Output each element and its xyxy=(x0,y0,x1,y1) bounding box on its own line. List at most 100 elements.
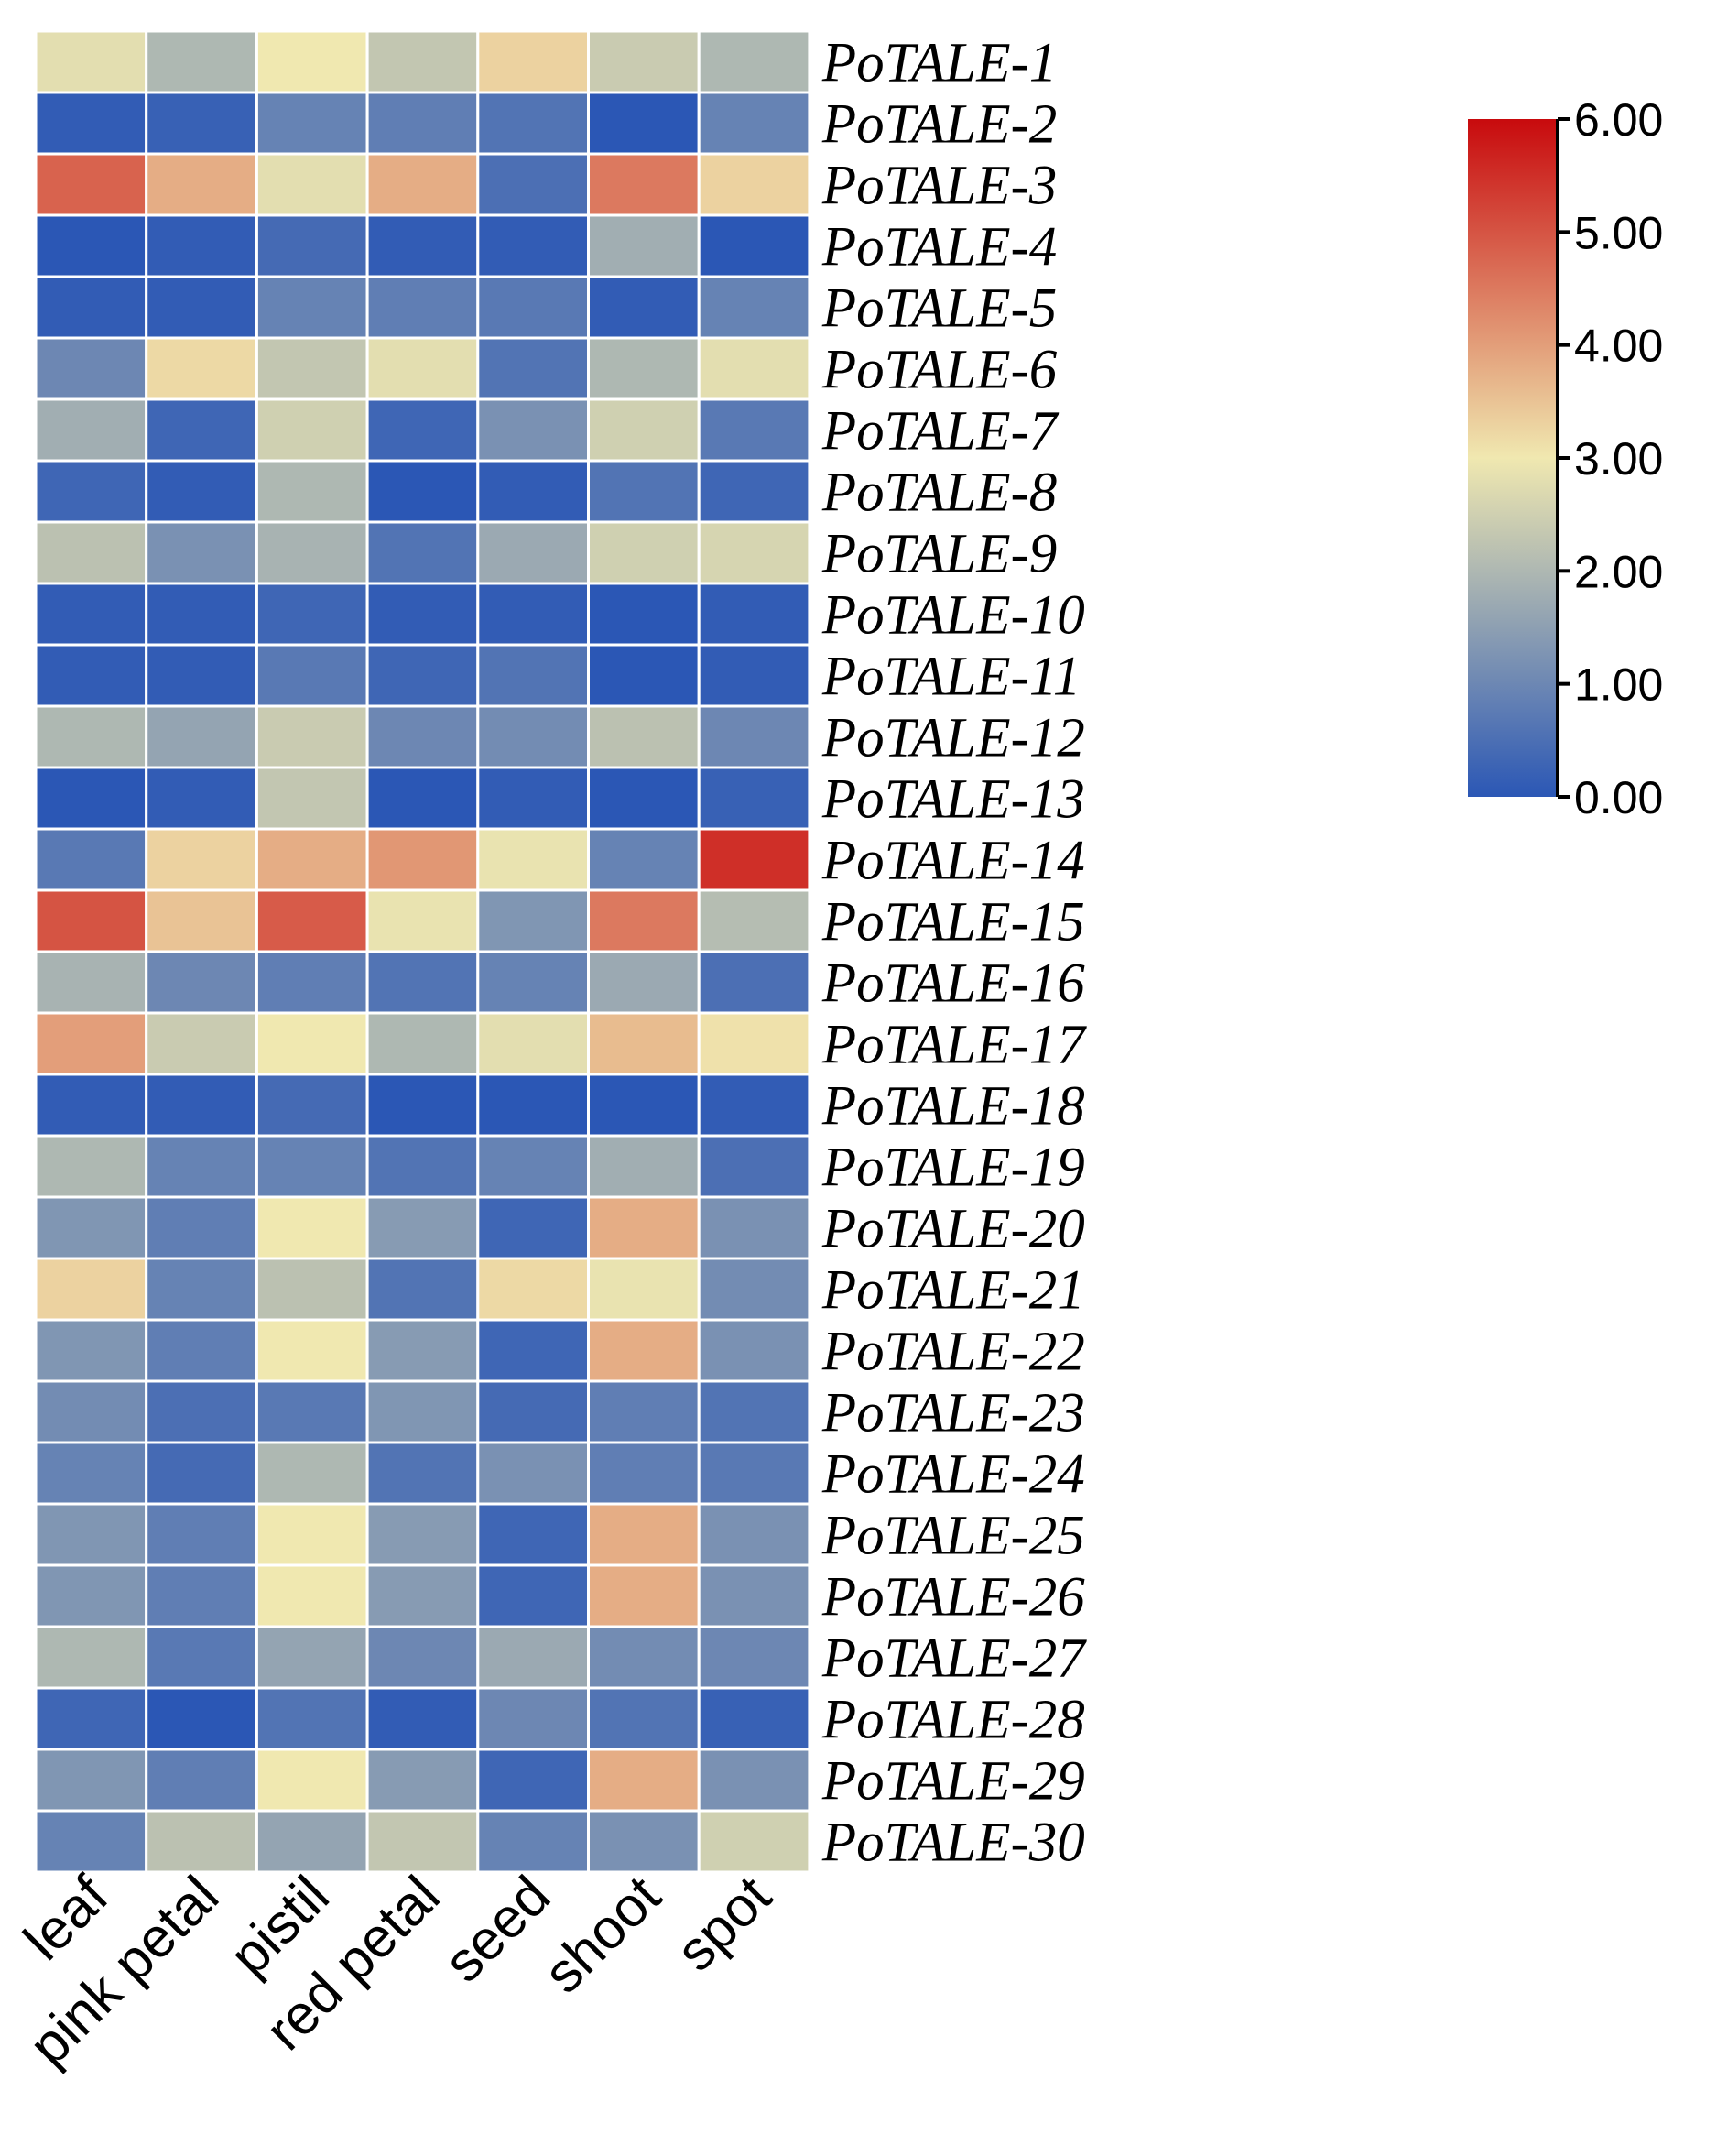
heatmap-cell xyxy=(697,766,811,831)
heatmap-cell xyxy=(476,1195,590,1260)
heatmap-cell xyxy=(34,827,148,892)
heatmap-cell xyxy=(365,1563,480,1628)
heatmap-cell xyxy=(476,459,590,524)
heatmap-cell xyxy=(476,152,590,217)
heatmap-cell xyxy=(145,152,258,217)
heatmap-cell xyxy=(587,1502,701,1567)
heatmap-cell xyxy=(365,1134,480,1199)
row-label: PoTALE-20 xyxy=(821,1199,1085,1260)
heatmap-cell xyxy=(145,1073,258,1138)
heatmap-cell xyxy=(145,1686,258,1751)
row-label: PoTALE-11 xyxy=(821,647,1081,708)
colorbar-tick-label: 1.00 xyxy=(1574,659,1663,711)
heatmap-cell xyxy=(365,582,480,647)
heatmap-cell xyxy=(34,29,148,94)
heatmap-cell xyxy=(255,275,369,340)
heatmap-cell xyxy=(255,1563,369,1628)
heatmap-cell xyxy=(476,766,590,831)
heatmap-cell xyxy=(697,29,811,94)
row-labels: PoTALE-1PoTALE-2PoTALE-3PoTALE-4PoTALE-5… xyxy=(821,33,1087,1874)
heatmap-cell xyxy=(34,950,148,1015)
heatmap-cell xyxy=(697,888,811,953)
heatmap-cell xyxy=(587,459,701,524)
heatmap-cell xyxy=(697,275,811,340)
row-label: PoTALE-16 xyxy=(821,953,1085,1015)
row-label: PoTALE-7 xyxy=(821,401,1060,463)
heatmap-cell xyxy=(587,520,701,585)
heatmap-cell xyxy=(587,1809,701,1874)
heatmap-cell xyxy=(587,1625,701,1690)
heatmap-cell xyxy=(476,582,590,647)
heatmap-cell xyxy=(34,1625,148,1690)
colorbar-ticks: 0.00 1.00 2.00 3.00 4.00 5.00 6.00 xyxy=(1558,94,1663,823)
heatmap-cell xyxy=(145,397,258,463)
heatmap-cell xyxy=(697,582,811,647)
heatmap-cell xyxy=(145,1134,258,1199)
heatmap-cell xyxy=(255,1257,369,1322)
heatmap-cell xyxy=(476,1011,590,1076)
row-label: PoTALE-17 xyxy=(821,1015,1087,1076)
heatmap-cell xyxy=(255,520,369,585)
heatmap-cell xyxy=(365,336,480,401)
heatmap-cell xyxy=(255,1073,369,1138)
colorbar-tick-label: 4.00 xyxy=(1574,321,1663,372)
heatmap-cell xyxy=(34,1686,148,1751)
heatmap-cell xyxy=(145,1318,258,1383)
heatmap-cell xyxy=(255,213,369,278)
heatmap-cell xyxy=(145,1502,258,1567)
heatmap-cell xyxy=(587,152,701,217)
heatmap-cell xyxy=(34,397,148,463)
heatmap-cell xyxy=(587,643,701,708)
heatmap-cell xyxy=(255,1011,369,1076)
row-label: PoTALE-8 xyxy=(821,463,1057,524)
heatmap-cell xyxy=(476,888,590,953)
heatmap-cell xyxy=(697,91,811,156)
heatmap-cell xyxy=(697,1441,811,1506)
heatmap-cell xyxy=(145,582,258,647)
heatmap-cell xyxy=(365,520,480,585)
heatmap-cell xyxy=(697,1809,811,1874)
heatmap-cell xyxy=(697,643,811,708)
heatmap-cell xyxy=(697,1625,811,1690)
heatmap-cell xyxy=(587,29,701,94)
heatmap-cell xyxy=(34,213,148,278)
heatmap-cell xyxy=(476,1441,590,1506)
heatmap-cell xyxy=(34,336,148,401)
heatmap-cell xyxy=(145,29,258,94)
heatmap-cell xyxy=(587,1134,701,1199)
heatmap-cell xyxy=(365,459,480,524)
heatmap-cell xyxy=(697,950,811,1015)
column-label: shoot xyxy=(531,1864,672,2005)
row-label: PoTALE-23 xyxy=(821,1383,1085,1444)
row-label: PoTALE-25 xyxy=(821,1506,1085,1567)
heatmap-cell xyxy=(697,152,811,217)
heatmap-cell xyxy=(255,1686,369,1751)
heatmap-cell xyxy=(365,1195,480,1260)
heatmap-cell xyxy=(365,1748,480,1813)
heatmap-cell xyxy=(587,582,701,647)
heatmap-cell xyxy=(697,213,811,278)
heatmap-cell xyxy=(255,1809,369,1874)
heatmap-cell xyxy=(365,213,480,278)
heatmap-cell xyxy=(365,91,480,156)
heatmap-cell xyxy=(476,91,590,156)
heatmap-cell xyxy=(145,643,258,708)
heatmap-cell xyxy=(255,1195,369,1260)
row-label: PoTALE-12 xyxy=(821,708,1085,769)
heatmap-cell xyxy=(476,1625,590,1690)
heatmap-cell xyxy=(587,213,701,278)
heatmap-cell xyxy=(255,29,369,94)
heatmap-cell xyxy=(365,152,480,217)
heatmap-cell xyxy=(145,704,258,769)
heatmap-cell xyxy=(365,827,480,892)
heatmap-cell xyxy=(476,397,590,463)
row-label: PoTALE-15 xyxy=(821,892,1085,953)
heatmap-cell xyxy=(255,1379,369,1444)
heatmap-cell xyxy=(34,1563,148,1628)
heatmap-cell xyxy=(697,827,811,892)
row-label: PoTALE-28 xyxy=(821,1690,1085,1751)
heatmap-cell xyxy=(365,766,480,831)
heatmap-cell xyxy=(255,827,369,892)
row-label: PoTALE-13 xyxy=(821,769,1085,831)
